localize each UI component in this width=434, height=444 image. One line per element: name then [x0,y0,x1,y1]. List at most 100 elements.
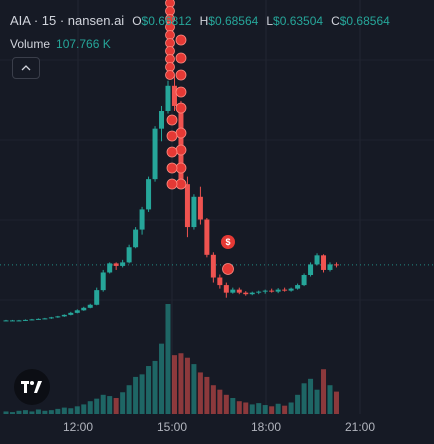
time-label-1200: 12:00 [62,420,94,434]
volume-bar [249,404,255,414]
candle-body [61,314,67,317]
volume-bar [191,364,197,414]
volume-bar [165,304,171,414]
volume-bar [314,389,320,414]
volume-bar [243,402,249,414]
trade-marker [166,130,178,142]
candle-body [100,272,106,291]
volume-bar [74,406,80,414]
trade-marker [175,34,187,46]
volume-bar [35,409,41,414]
candle-body [87,304,93,308]
ohlc-high-key: H [199,14,209,28]
volume-bar [301,383,307,414]
ohlc-open-key: O [132,14,142,28]
volume-bar [113,398,119,414]
volume-bar [42,410,48,414]
volume-bar [61,407,67,414]
volume-bar [81,404,87,414]
ohlc-high-value: $0.68564 [208,14,259,28]
candle-body [3,320,9,322]
volume-bar [171,355,177,414]
candle-body [159,111,165,129]
candle-body [236,289,242,293]
volume-bar [68,408,74,414]
trade-marker [175,127,187,139]
candle-body [204,219,210,255]
candle-body [333,264,339,266]
volume-label: Volume [10,37,51,51]
candle-body [42,318,48,320]
trade-marker [165,70,175,80]
event-marker-badge[interactable]: $ [221,235,235,249]
volume-bar [184,357,190,414]
volume-bar [197,372,203,414]
candle-body [249,292,255,295]
candle-body [152,128,158,180]
legend-row: AIA · 15 · nansen.ai O$0.66812 H$0.68564… [10,13,390,28]
time-axis[interactable]: 12:00 15:00 18:00 21:00 [0,416,434,436]
candle-body [22,319,28,321]
candle-body [139,209,145,230]
volume-bar [22,410,28,414]
trade-marker [166,146,178,158]
ohlc-low-key: L [266,14,274,28]
volume-bar [288,402,294,414]
volume-bar [178,353,184,414]
time-label-1500: 15:00 [156,420,188,434]
volume-legend: Volume 107.766 K [10,37,111,51]
volume-value: 107.766 K [56,37,111,51]
candle-body [16,320,22,322]
candle-body [165,85,171,112]
trade-marker [175,86,187,98]
ohlc-open-value: $0.66812 [141,14,192,28]
volume-bar [333,391,339,414]
chevron-up-icon [21,65,31,71]
volume-bar [29,411,35,414]
volume-bar [269,406,275,414]
volume-bar [55,408,61,414]
candle-body [107,263,113,273]
volume-bar [48,410,54,414]
volume-bar [256,403,262,414]
volume-bar [275,403,281,414]
candle-body [126,247,132,263]
trade-marker [175,52,187,64]
volume-bar [133,376,139,414]
trade-marker [166,178,178,190]
candle-body [35,318,41,320]
candle-body [288,288,294,291]
candle-body [133,229,139,248]
trade-marker [175,162,187,174]
candle-body [230,289,236,293]
volume-bar [159,343,165,414]
ohlc-close-value: $0.68564 [339,14,390,28]
symbol-title: AIA · 15 · nansen.ai [10,13,125,28]
volume-bar [94,398,100,414]
collapse-legend-button[interactable] [12,57,40,79]
volume-bar [126,385,132,414]
volume-bar [230,398,236,414]
candle-body [321,255,327,270]
trade-marker [175,69,187,81]
volume-bar [210,385,216,414]
candle-body [55,316,61,318]
volume-bar [120,392,126,414]
volume-bar [223,394,229,414]
trade-marker [166,162,178,174]
ohlc-low-value: $0.63504 [273,14,324,28]
candle-body [223,285,229,293]
volume-bar [308,378,314,414]
tradingview-logo[interactable] [14,369,50,405]
candle-body [243,292,249,295]
candle-body [269,290,275,292]
candle-body [9,320,15,322]
volume-bar [100,394,106,414]
tradingview-logo-icon [21,381,42,393]
volume-bar [262,405,268,414]
volume-bar [87,401,93,414]
ohlc-close-key: C [331,14,340,28]
candle-body [256,291,262,293]
